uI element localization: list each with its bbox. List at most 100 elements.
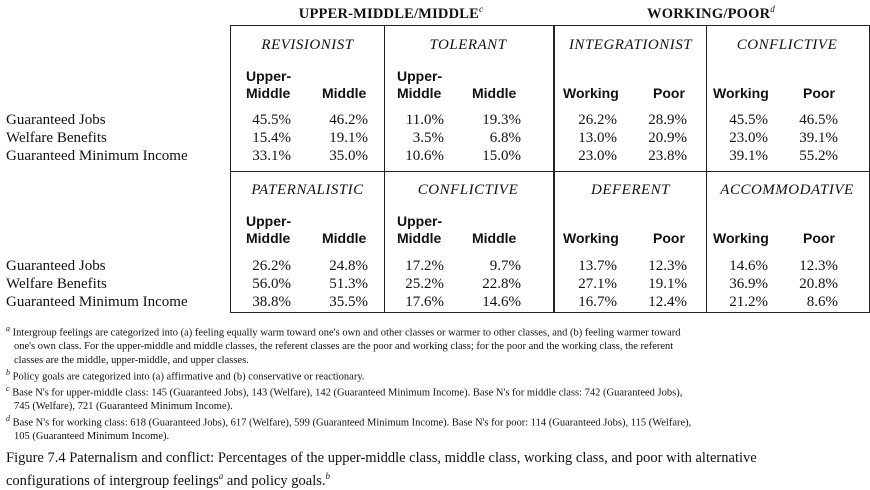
footnote-mark: d — [770, 4, 775, 14]
row-label-welfare-benefits: Welfare Benefits — [6, 130, 107, 146]
table-cell: 22.8% — [482, 276, 521, 292]
footnote-text: Intergroup feelings are categorized into… — [10, 327, 681, 339]
row-label-welfare-benefits: Welfare Benefits — [6, 276, 107, 292]
table-cell: 26.2% — [578, 112, 617, 128]
column-header-line: Upper- — [397, 68, 443, 84]
group-label: WORKING/POOR — [647, 5, 771, 22]
footnote-text: one's own class. For the upper-middle an… — [14, 341, 674, 353]
table-cell: 26.2% — [252, 258, 291, 274]
table-cell: 46.2% — [329, 112, 368, 128]
group-heading-lower: WORKING/POORd — [554, 4, 868, 23]
row-label-guaranteed-jobs: Guaranteed Jobs — [6, 112, 106, 128]
row-divider — [231, 171, 553, 172]
column-header-line: Middle — [397, 230, 442, 246]
row-divider — [555, 171, 869, 172]
column-header-line: Upper- — [397, 213, 443, 229]
footnote-text: Base N's for upper-middle class: 145 (Gu… — [9, 387, 683, 399]
section-header-conflictive: CONFLICTIVE — [736, 37, 838, 53]
table-cell: 20.8% — [799, 276, 838, 292]
footnote-text: Base N's for working class: 618 (Guarant… — [10, 417, 692, 429]
column-header-upper-middle: Upper- Middle — [397, 213, 442, 247]
table-cell: 14.6% — [729, 258, 768, 274]
caption-line: configurations of intergroup feelings — [6, 472, 219, 489]
row-label-guaranteed-jobs: Guaranteed Jobs — [6, 258, 106, 274]
table-cell: 19.1% — [648, 276, 687, 292]
footnote-mark: d — [6, 414, 10, 423]
column-header-middle: Middle — [472, 85, 517, 101]
group-label: UPPER-MIDDLE/MIDDLE — [298, 5, 479, 22]
row-label-guaranteed-minimum-income: Guaranteed Minimum Income — [6, 148, 188, 164]
footnote-text: classes are the middle, upper-middle, an… — [14, 354, 249, 366]
table-cell: 24.8% — [329, 258, 368, 274]
footnote-c: c Base N's for upper-middle class: 145 (… — [6, 382, 866, 414]
table-cell: 23.0% — [578, 148, 617, 164]
column-header-poor: Poor — [803, 85, 835, 101]
column-header-working: Working — [563, 85, 619, 101]
footnote-d: d Base N's for working class: 618 (Guara… — [6, 412, 866, 444]
table-cell: 16.7% — [578, 294, 617, 310]
table-cell: 15.4% — [252, 130, 291, 146]
table-cell: 35.0% — [329, 148, 368, 164]
table-cell: 28.9% — [648, 112, 687, 128]
table-cell: 27.1% — [578, 276, 617, 292]
column-header-middle: Middle — [472, 230, 517, 246]
table-cell: 39.1% — [729, 148, 768, 164]
table-cell: 51.3% — [329, 276, 368, 292]
column-header-upper-middle: Upper- Middle — [246, 68, 291, 102]
footnote-text: 745 (Welfare), 721 (Guaranteed Minimum I… — [14, 401, 233, 413]
section-header-conflictive: CONFLICTIVE — [417, 182, 519, 198]
table-cell: 23.8% — [648, 148, 687, 164]
table-cell: 36.9% — [729, 276, 768, 292]
table-cell: 14.6% — [482, 294, 521, 310]
section-header-deferent: DEFERENT — [591, 182, 670, 198]
column-header-line: Middle — [246, 230, 291, 246]
footnote-mark: a — [6, 324, 10, 333]
column-header-middle: Middle — [322, 85, 367, 101]
column-header-working: Working — [713, 85, 769, 101]
table-cell: 20.9% — [648, 130, 687, 146]
table-cell: 21.2% — [729, 294, 768, 310]
footnote-mark: b — [325, 471, 331, 481]
footnote-b: b Policy goals are categorized into (a) … — [6, 366, 866, 384]
row-label-guaranteed-minimum-income: Guaranteed Minimum Income — [6, 294, 188, 310]
footnote-mark: c — [6, 384, 10, 393]
table-cell: 15.0% — [482, 148, 521, 164]
table-cell: 12.3% — [648, 258, 687, 274]
table-cell: 45.5% — [729, 112, 768, 128]
footnote-a: a Intergroup feelings are categorized in… — [6, 322, 866, 367]
table-cell: 6.8% — [489, 130, 521, 146]
footnote-mark: a — [218, 471, 224, 481]
section-header-revisionist: REVISIONIST — [261, 37, 354, 53]
table-cell: 38.8% — [252, 294, 291, 310]
footnote-text: Policy goals are categorized into (a) af… — [10, 371, 365, 383]
section-header-tolerant: TOLERANT — [429, 37, 507, 53]
table-cell: 10.6% — [405, 148, 444, 164]
table-cell: 56.0% — [252, 276, 291, 292]
table-cell: 9.7% — [489, 258, 521, 274]
column-header-line: Upper- — [246, 68, 292, 84]
column-header-working: Working — [713, 230, 769, 246]
table-cell: 46.5% — [799, 112, 838, 128]
column-header-line: Middle — [397, 85, 442, 101]
footnote-mark: c — [479, 4, 484, 14]
table-cell: 3.5% — [412, 130, 444, 146]
column-header-working: Working — [563, 230, 619, 246]
column-divider — [384, 26, 385, 312]
column-divider — [706, 26, 707, 312]
table-cell: 12.4% — [648, 294, 687, 310]
footnote-mark: b — [6, 368, 10, 377]
table-cell: 11.0% — [405, 112, 444, 128]
caption-line: Figure 7.4 Paternalism and conflict: Per… — [6, 450, 757, 466]
table-cell: 13.7% — [578, 258, 617, 274]
column-header-line: Middle — [246, 85, 291, 101]
section-header-integrationist: INTEGRATIONIST — [568, 37, 693, 53]
table-cell: 39.1% — [799, 130, 838, 146]
table-box-upper-middle — [230, 25, 554, 313]
column-header-upper-middle: Upper- Middle — [397, 68, 442, 102]
column-header-poor: Poor — [803, 230, 835, 246]
table-cell: 35.5% — [329, 294, 368, 310]
table-cell: 55.2% — [799, 148, 838, 164]
footnote-text: 105 (Guaranteed Minimum Income). — [14, 431, 170, 443]
section-header-accommodative: ACCOMMODATIVE — [720, 182, 854, 198]
table-cell: 33.1% — [252, 148, 291, 164]
